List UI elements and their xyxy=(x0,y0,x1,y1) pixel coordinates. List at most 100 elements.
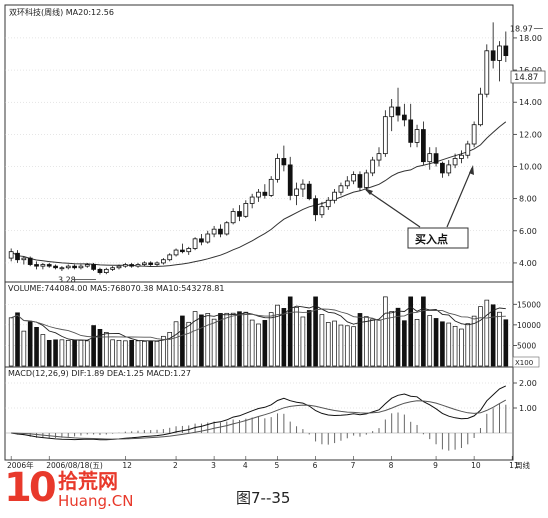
candle-body xyxy=(97,268,103,273)
x-tick-label: 8 xyxy=(389,461,394,470)
volume-bar xyxy=(256,323,261,367)
volume-bar xyxy=(123,340,128,367)
candle-body xyxy=(78,265,84,269)
macd-tick-label: 2.00 xyxy=(519,379,537,388)
candle-body xyxy=(53,265,58,269)
volume-bar xyxy=(59,339,65,367)
volume-bar xyxy=(211,318,217,367)
candle-body xyxy=(313,198,318,216)
x-axis-right-label: 周线 xyxy=(515,460,530,470)
volume-bar xyxy=(142,340,147,367)
current-price-tag: 14.87 xyxy=(514,73,538,83)
candle-body xyxy=(459,154,464,159)
candle-body xyxy=(376,153,382,161)
candle-body xyxy=(452,158,458,166)
candle-body xyxy=(84,264,90,267)
volume-bar xyxy=(370,318,375,367)
figure-caption: 图7--35 xyxy=(236,489,291,507)
macd-lines xyxy=(11,385,507,441)
volume-bar xyxy=(97,328,103,367)
candle-body xyxy=(8,251,14,259)
candle-body xyxy=(338,185,344,193)
logo-url: Huang.CN xyxy=(58,492,134,510)
annotations: 18.97 3.28 买入点 xyxy=(58,24,543,285)
candle-body xyxy=(180,249,185,253)
candle-body xyxy=(173,249,179,256)
volume-bar xyxy=(27,321,33,367)
volume-bar xyxy=(287,296,293,367)
volume-bar xyxy=(490,304,496,367)
x-tick-label: 2 xyxy=(173,461,178,470)
candle-body xyxy=(161,259,166,264)
candle-body xyxy=(395,106,401,116)
volume-y-axis: 15000 10000 5000 xyxy=(513,300,541,350)
volume-bar xyxy=(91,325,96,367)
volume-bar xyxy=(471,315,477,367)
candle-body xyxy=(199,238,204,243)
candle-body xyxy=(471,124,477,145)
volume-bar xyxy=(135,340,141,367)
candle-body xyxy=(21,257,27,261)
volume-bar xyxy=(262,320,268,367)
volume-bar xyxy=(503,319,509,367)
volume-bar xyxy=(148,340,154,367)
volume-bar xyxy=(306,310,312,367)
volume-bar xyxy=(78,339,84,367)
candle-body xyxy=(275,158,280,180)
candle-body xyxy=(34,264,39,267)
buy-point-box xyxy=(407,227,469,249)
volume-bar xyxy=(408,296,414,367)
candle-body xyxy=(306,183,312,200)
volume-bar xyxy=(53,339,58,367)
candle-body xyxy=(294,188,299,196)
volume-bar xyxy=(376,319,382,367)
candle-body xyxy=(497,45,502,61)
candle-body xyxy=(351,174,356,182)
volume-bar xyxy=(275,304,280,367)
volume-bar xyxy=(218,313,223,367)
candle-body xyxy=(332,191,337,201)
volume-bar xyxy=(243,311,249,367)
volume-tick-label: 15000 xyxy=(517,300,541,309)
x-tick-label: 5 xyxy=(275,461,280,470)
volume-bar xyxy=(8,317,14,367)
volume-bar xyxy=(313,296,318,367)
volume-bar xyxy=(319,314,325,367)
volume-bar xyxy=(427,315,433,367)
candle-body xyxy=(465,143,471,156)
macd-y-axis: 2.00 1.00 xyxy=(513,379,537,413)
candle-body xyxy=(262,191,268,196)
x-tick-label: 12 xyxy=(122,461,132,470)
volume-bar xyxy=(421,296,426,367)
candle-body xyxy=(370,159,376,174)
candle-body xyxy=(116,265,122,269)
candle-body xyxy=(503,45,509,57)
candle-body xyxy=(300,183,306,190)
price-tick-label: 6.00 xyxy=(519,227,537,236)
candlesticks xyxy=(8,22,509,275)
price-tick-label: 12.00 xyxy=(519,130,542,139)
logo-mark: 10 xyxy=(4,465,57,511)
candle-body xyxy=(401,114,407,121)
buy-point-arrow-right xyxy=(446,167,473,228)
volume-bar xyxy=(161,335,166,367)
volume-bar xyxy=(199,314,204,367)
volume-bar xyxy=(294,306,299,367)
current-price-tag-box xyxy=(510,70,546,84)
volume-bar xyxy=(205,313,211,367)
buy-point-arrowhead-right xyxy=(469,165,474,175)
volume-bar xyxy=(465,323,471,367)
volume-bar xyxy=(180,315,185,367)
candle-body xyxy=(363,172,369,188)
volume-bar xyxy=(433,318,439,367)
candle-body xyxy=(344,180,350,187)
price-tick-label: 4.00 xyxy=(519,259,537,268)
candle-body xyxy=(287,164,293,196)
annotation-high-price: 18.97 xyxy=(510,24,533,33)
volume-bar xyxy=(46,339,52,367)
candle-body xyxy=(319,206,325,216)
volume-bar xyxy=(192,311,198,367)
volume-bar xyxy=(351,326,356,367)
